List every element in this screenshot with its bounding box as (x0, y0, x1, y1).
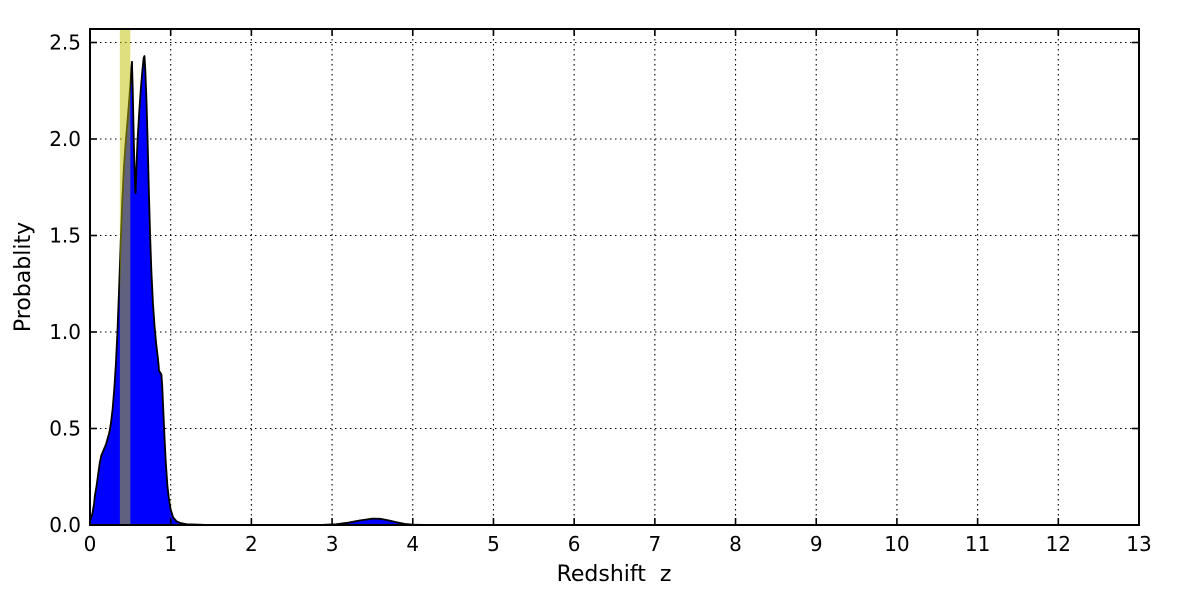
y-tick-label: 1.5 (49, 224, 81, 248)
highlight-band (119, 29, 131, 525)
y-tick-label: 0.0 (49, 513, 81, 537)
y-tick-label: 0.5 (49, 417, 81, 441)
pdf-line (89, 55, 1139, 526)
grid (90, 29, 1139, 525)
y-axis-label: Probablity (11, 222, 36, 332)
x-tick-label: 0 (84, 532, 97, 556)
x-tick-label: 8 (729, 532, 742, 556)
x-tick-label: 3 (326, 532, 339, 556)
x-axis-label: Redshift z (557, 562, 672, 587)
x-tick-label: 11 (965, 532, 990, 556)
x-tick-label: 4 (406, 532, 419, 556)
annotations (119, 29, 131, 525)
x-tick-label: 7 (648, 532, 661, 556)
x-tick-label: 10 (884, 532, 909, 556)
plot-frame (89, 28, 1140, 526)
pdf-area (90, 56, 1139, 526)
x-tick-label: 6 (568, 532, 581, 556)
series (89, 55, 1139, 526)
axes (89, 28, 1140, 526)
x-tick-label: 12 (1046, 532, 1071, 556)
x-tick-label: 9 (810, 532, 823, 556)
x-tick-label: 13 (1126, 532, 1151, 556)
tick-labels: 0 1 2 3 4 5 6 7 8 9 10 11 12 130.00.51.01.52.02.5 (49, 31, 1152, 557)
x-tick-label: 2 (245, 532, 258, 556)
x-tick-label: 5 (487, 532, 500, 556)
y-tick-label: 2.0 (49, 127, 81, 151)
y-tick-label: 2.5 (49, 31, 81, 55)
y-tick-label: 1.0 (49, 320, 81, 344)
x-tick-label: 1 (164, 532, 177, 556)
